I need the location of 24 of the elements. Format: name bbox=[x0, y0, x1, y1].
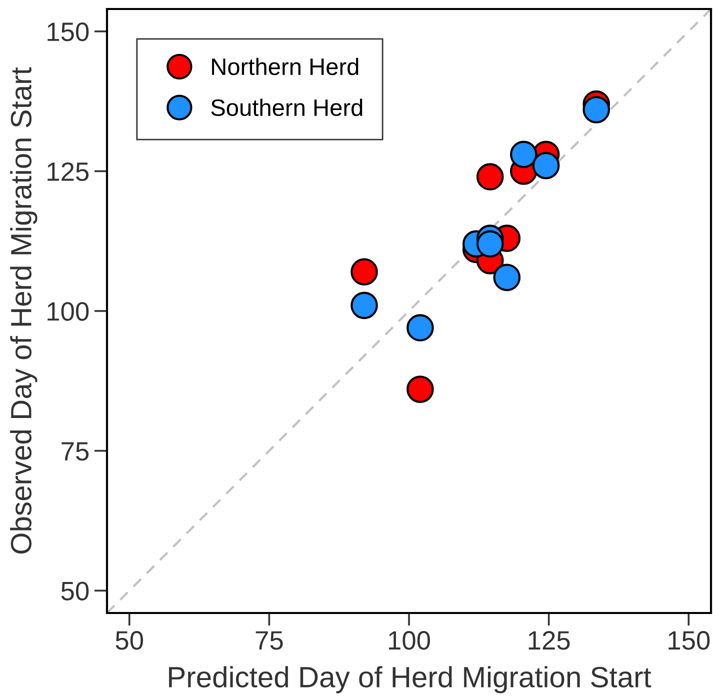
point bbox=[350, 292, 378, 320]
y-axis-title: Observed Day of Herd Migration Start bbox=[10, 67, 38, 554]
y-tick-label: 100 bbox=[48, 302, 89, 321]
point bbox=[406, 376, 434, 403]
point bbox=[493, 264, 521, 292]
point bbox=[582, 96, 610, 124]
y-tick-label: 50 bbox=[61, 582, 89, 600]
y-tick-label: 150 bbox=[48, 22, 89, 42]
x-tick-label: 150 bbox=[668, 631, 710, 650]
x-tick-label: 100 bbox=[389, 631, 430, 650]
x-tick-label: 125 bbox=[528, 631, 570, 650]
legend-label: Northern Herd bbox=[212, 58, 358, 76]
y-tick-label: 125 bbox=[48, 162, 89, 182]
legend-label: Southern Herd bbox=[211, 98, 362, 116]
y-tick-label: 75 bbox=[62, 442, 89, 461]
point bbox=[532, 152, 560, 180]
x-tick-label: 75 bbox=[256, 631, 283, 650]
point bbox=[510, 140, 538, 168]
point bbox=[476, 230, 504, 258]
point bbox=[406, 314, 434, 342]
point bbox=[476, 163, 504, 190]
x-axis-title: Predicted Day of Herd Migration Start bbox=[169, 666, 652, 694]
point bbox=[350, 258, 378, 286]
x-tick-label: 50 bbox=[116, 631, 144, 650]
